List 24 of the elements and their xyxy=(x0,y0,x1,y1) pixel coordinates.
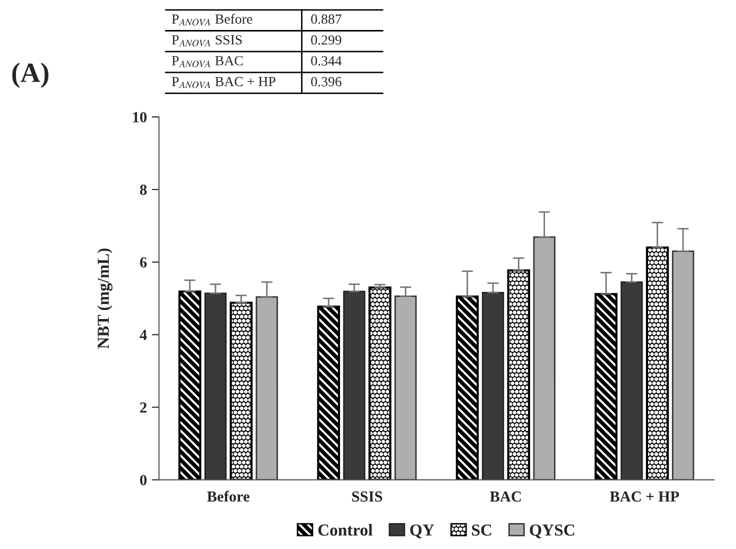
y-tick-label: 6 xyxy=(140,257,147,268)
x-tick-label: BAC + HP xyxy=(610,491,680,502)
text: P$_{ANOVA}$ BAC + HP xyxy=(172,76,276,88)
text: 0.887 xyxy=(311,14,342,24)
legend-label: QYSC xyxy=(530,524,574,538)
y-tick-label: 0 xyxy=(140,474,147,486)
y-axis-title: NBT (mg/mL) xyxy=(97,248,112,349)
text: 0.299 xyxy=(311,35,342,45)
text: 0.344 xyxy=(311,56,342,66)
y-tick-label: 2 xyxy=(140,402,147,413)
x-tick-label: Before xyxy=(207,490,250,502)
y-tick-label: 8 xyxy=(140,184,147,195)
legend-label: Control xyxy=(318,524,372,536)
text: P$_{ANOVA}$ BAC xyxy=(172,56,243,68)
y-tick-label: 4 xyxy=(140,330,147,340)
text: P$_{ANOVA}$ SSIS xyxy=(172,35,242,46)
x-tick-label: SSIS xyxy=(352,491,382,502)
y-tick-label: 10 xyxy=(133,112,147,122)
text: P$_{ANOVA}$ Before xyxy=(172,14,252,26)
legend-label: QY xyxy=(410,524,434,538)
legend-label: SC xyxy=(472,524,492,536)
chart-title: (A) xyxy=(12,62,48,88)
text: 0.396 xyxy=(311,77,342,86)
x-tick-label: BAC xyxy=(490,491,521,502)
